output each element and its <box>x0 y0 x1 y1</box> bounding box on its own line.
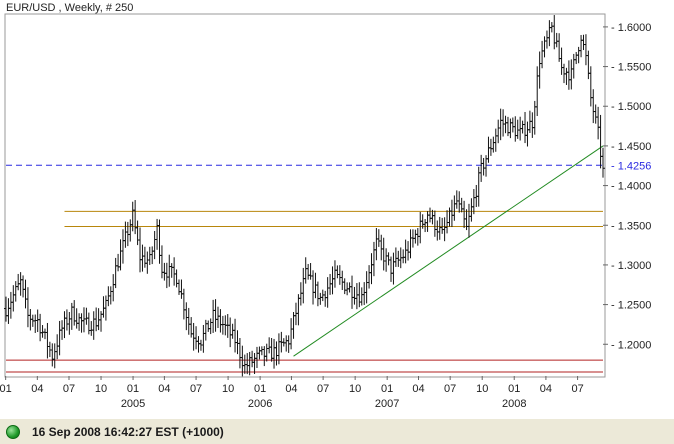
horizontal-lines <box>6 145 604 373</box>
plot-area <box>4 13 606 378</box>
y-tick-label: - 1.6000 <box>611 22 651 34</box>
x-tick-label: 01 <box>508 383 520 395</box>
x-tick-label: 04 <box>31 383 43 395</box>
x-year-label: 2007 <box>375 398 399 410</box>
y-tick-label: - 1.2000 <box>611 339 651 351</box>
x-year-label: 2008 <box>502 398 526 410</box>
x-tick-label: 01 <box>381 383 393 395</box>
x-tick-label: 04 <box>158 383 170 395</box>
x-year-label: 2005 <box>121 398 145 410</box>
ohlc-bar <box>601 147 605 178</box>
x-tick-label: 10 <box>95 383 107 395</box>
y-tick-label: - 1.5000 <box>611 101 651 113</box>
x-tick-label: 01 <box>127 383 139 395</box>
y-tick-label: - 1.4500 <box>611 141 651 153</box>
x-tick-label: 07 <box>190 383 202 395</box>
status-timestamp: 16 Sep 2008 16:42:27 EST (+1000) <box>32 424 224 439</box>
x-tick-label: 04 <box>540 383 552 395</box>
x-tick-label: 07 <box>444 383 456 395</box>
chart-title: EUR/USD , Weekly, # 250 <box>6 2 133 14</box>
price-bars <box>4 15 605 377</box>
trend-line <box>293 145 604 357</box>
x-tick-label: 10 <box>476 383 488 395</box>
axis-labels: - 1.6000 - 1.5500 - 1.5000 - 1.4500 - 1.4000… <box>0 22 651 410</box>
y-tick-label: - 1.3500 <box>611 220 651 232</box>
x-tick-label: 10 <box>222 383 234 395</box>
x-year-label: 2006 <box>248 398 272 410</box>
x-tick-label: 07 <box>571 383 583 395</box>
axis-layer <box>5 26 608 380</box>
connection-status-icon <box>6 424 20 439</box>
status-bar: 16 Sep 2008 16:42:27 EST (+1000) <box>0 419 674 444</box>
y-tick-label: - 1.4000 <box>611 181 651 193</box>
x-tick-label: 07 <box>63 383 75 395</box>
x-tick-label: 01 <box>254 383 266 395</box>
x-tick-label: 01 <box>0 383 12 395</box>
x-tick-label: 10 <box>349 383 361 395</box>
y-tick-label: - 1.3000 <box>611 260 651 272</box>
x-tick-label: 04 <box>412 383 424 395</box>
x-tick-label: 07 <box>317 383 329 395</box>
chart: EUR/USD , Weekly, # 250 - 1.6000 - 1.5500… <box>0 2 651 410</box>
y-tick-label: - 1.2500 <box>611 300 651 312</box>
last-price-label: - 1.4256 <box>611 160 651 172</box>
x-tick-label: 04 <box>285 383 297 395</box>
y-tick-label: - 1.5500 <box>611 62 651 74</box>
